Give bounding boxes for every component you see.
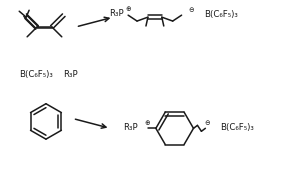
Text: ⊖: ⊖ (205, 120, 210, 126)
Text: R₃P: R₃P (63, 70, 78, 79)
Text: B(C₆F₅)₃: B(C₆F₅)₃ (220, 123, 254, 132)
Text: R₃P: R₃P (123, 123, 138, 132)
Text: B(C₆F₅)₃: B(C₆F₅)₃ (19, 70, 53, 79)
Text: B(C₆F₅)₃: B(C₆F₅)₃ (204, 10, 238, 19)
Text: ⊖: ⊖ (189, 7, 194, 13)
Text: R₃P: R₃P (110, 9, 124, 18)
Text: ⊕: ⊕ (144, 120, 150, 126)
Text: ⊕: ⊕ (125, 6, 131, 12)
